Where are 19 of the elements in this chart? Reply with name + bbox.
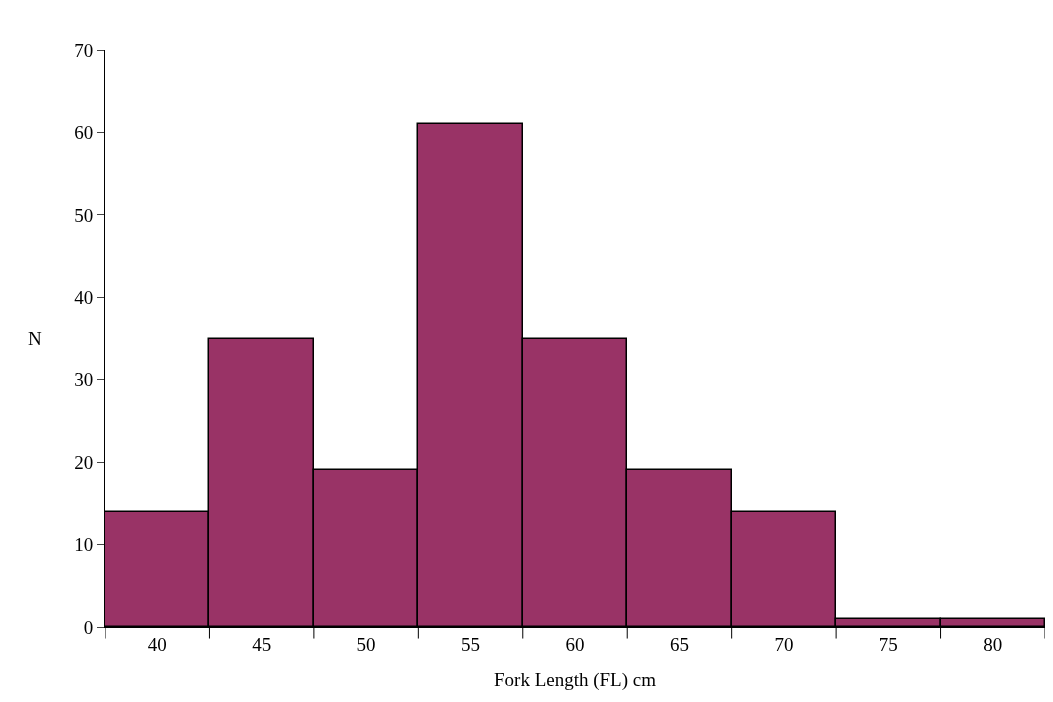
x-tick-label: 70	[774, 633, 794, 655]
x-tick-label: 45	[252, 633, 272, 655]
y-axis-title: N	[28, 328, 42, 349]
y-tick-label: 30	[74, 369, 94, 391]
x-tick-label: 80	[983, 633, 1003, 655]
y-tick-label: 20	[74, 451, 94, 473]
y-tick-label: 10	[74, 534, 94, 556]
x-tick-label: 40	[147, 633, 167, 655]
x-tick-label: 55	[461, 633, 481, 655]
x-tick-label: 50	[356, 633, 376, 655]
x-tick-label: 75	[878, 633, 898, 655]
x-tick-label: 60	[565, 633, 585, 655]
y-tick-label: 40	[74, 286, 94, 308]
y-tick-label: 60	[74, 122, 94, 144]
y-tick-label: 70	[74, 39, 94, 61]
x-tick-label: 65	[669, 633, 689, 655]
y-tick-label: 0	[83, 616, 94, 638]
y-tick-label: 50	[74, 204, 94, 226]
x-axis-title: Fork Length (FL) cm	[493, 668, 657, 691]
